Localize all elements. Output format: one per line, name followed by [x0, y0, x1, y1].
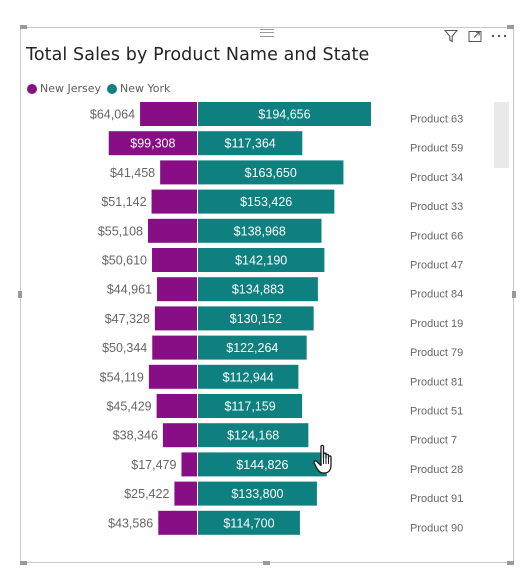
bar-new-jersey-product-19[interactable] — [154, 306, 197, 331]
data-label-new-york-product-34: $163,650 — [245, 166, 297, 180]
resize-handle-bottom-right[interactable] — [507, 561, 514, 565]
data-label-new-jersey-product-19: $47,328 — [105, 312, 150, 326]
data-label-new-jersey-product-91: $25,422 — [124, 487, 169, 501]
data-label-new-york-product-63: $194,656 — [258, 108, 310, 122]
legend-marker-new-jersey — [27, 83, 37, 94]
bar-new-york-product-33[interactable] — [198, 189, 335, 214]
data-label-new-york-product-7: $124,168 — [227, 429, 279, 443]
resize-handle-top-left[interactable] — [20, 25, 27, 29]
bar-new-york-product-90[interactable] — [198, 510, 300, 535]
more-options-icon[interactable] — [490, 28, 508, 44]
legend-marker-new-york — [107, 83, 118, 94]
bar-new-york-product-19[interactable] — [198, 306, 314, 331]
bar-new-york-product-28[interactable] — [198, 452, 327, 477]
bar-new-york-product-66[interactable] — [198, 218, 322, 243]
bar-new-jersey-product-84[interactable] — [157, 277, 197, 302]
chart-title: Total Sales by Product Name and State — [26, 45, 370, 65]
scrollbar-thumb[interactable] — [494, 102, 509, 168]
bar-new-york-product-79[interactable] — [198, 335, 307, 360]
data-label-new-york-product-28: $144,826 — [236, 458, 288, 472]
category-label-product-79: Product 79 — [410, 347, 463, 359]
data-label-new-jersey-product-66: $55,108 — [98, 224, 143, 238]
category-label-product-59: Product 59 — [410, 143, 463, 155]
data-label-new-jersey-product-28: $17,479 — [131, 458, 176, 472]
bar-new-york-product-51[interactable] — [198, 394, 303, 418]
focus-mode-icon[interactable] — [467, 28, 483, 44]
data-label-new-jersey-product-51: $45,429 — [106, 400, 151, 414]
bar-new-york-product-63[interactable] — [198, 102, 371, 126]
data-label-new-york-product-79: $122,264 — [226, 341, 278, 355]
resize-handle-top-right[interactable] — [507, 25, 514, 29]
data-label-new-york-product-33: $153,426 — [240, 195, 292, 209]
category-label-product-63: Product 63 — [410, 114, 463, 126]
bar-new-jersey-product-51[interactable] — [156, 394, 197, 418]
chart-legend: New Jersey New York — [27, 82, 176, 95]
category-label-product-28: Product 28 — [410, 464, 463, 476]
bar-new-york-product-47[interactable] — [198, 248, 325, 272]
category-label-product-91: Product 91 — [410, 493, 463, 505]
bar-new-jersey-product-33[interactable] — [151, 189, 197, 214]
bar-new-jersey-product-7[interactable] — [162, 423, 197, 448]
data-label-new-jersey-product-81: $54,119 — [100, 370, 144, 384]
resize-handle-bottom-left[interactable] — [20, 561, 27, 565]
category-label-product-66: Product 66 — [410, 230, 463, 242]
bar-new-jersey-product-28[interactable] — [181, 452, 197, 477]
bar-new-york-product-59[interactable] — [198, 131, 303, 156]
resize-handle-right[interactable] — [512, 291, 516, 298]
data-label-new-jersey-product-63: $64,064 — [90, 108, 135, 122]
legend-label-new-jersey: New Jersey — [40, 82, 102, 95]
data-label-new-jersey-product-79: $50,344 — [102, 341, 147, 355]
category-label-product-7: Product 7 — [410, 435, 457, 447]
bar-new-jersey-product-34[interactable] — [160, 160, 197, 185]
data-label-new-york-product-90: $114,700 — [223, 516, 274, 530]
bar-new-york-product-81[interactable] — [198, 364, 299, 389]
resize-handle-left[interactable] — [18, 291, 22, 298]
resize-handle-bottom[interactable] — [263, 561, 270, 565]
bar-new-jersey-product-81[interactable] — [148, 364, 197, 389]
category-label-product-51: Product 51 — [410, 406, 463, 418]
bar-new-jersey-product-79[interactable] — [152, 335, 197, 360]
data-label-new-york-product-19: $130,152 — [230, 312, 282, 326]
category-label-product-47: Product 47 — [410, 260, 463, 272]
data-label-new-jersey-product-47: $50,610 — [102, 254, 147, 268]
drag-handle[interactable] — [260, 29, 274, 37]
data-label-new-jersey-product-33: $51,142 — [101, 195, 146, 209]
category-label-product-90: Product 90 — [410, 522, 463, 534]
data-label-new-jersey-product-59: $99,308 — [130, 137, 175, 151]
bar-new-jersey-product-66[interactable] — [148, 218, 197, 243]
category-label-product-84: Product 84 — [410, 289, 463, 301]
data-label-new-jersey-product-34: $41,458 — [110, 166, 155, 180]
bar-new-york-product-34[interactable] — [198, 160, 344, 185]
data-label-new-york-product-81: $112,944 — [223, 370, 274, 384]
data-label-new-york-product-84: $134,883 — [232, 283, 284, 297]
data-label-new-york-product-59: $117,364 — [225, 137, 276, 151]
category-label-product-19: Product 19 — [410, 318, 463, 330]
data-label-new-york-product-51: $117,159 — [224, 400, 275, 414]
bar-new-jersey-product-47[interactable] — [152, 248, 197, 272]
bar-new-jersey-product-90[interactable] — [158, 510, 197, 535]
data-label-new-york-product-91: $133,800 — [231, 487, 283, 501]
hand-pointer-cursor-icon — [313, 444, 341, 482]
bar-new-jersey-product-63[interactable] — [140, 102, 197, 126]
bar-new-york-product-91[interactable] — [198, 481, 317, 506]
legend-label-new-york: New York — [120, 82, 171, 95]
data-label-new-york-product-66: $138,968 — [234, 224, 286, 238]
bar-new-jersey-product-91[interactable] — [174, 481, 197, 506]
data-label-new-jersey-product-7: $38,346 — [113, 429, 158, 443]
bar-new-york-product-84[interactable] — [198, 277, 318, 302]
bar-new-york-product-7[interactable] — [198, 423, 309, 448]
data-label-new-jersey-product-84: $44,961 — [107, 283, 152, 297]
data-label-new-york-product-47: $142,190 — [235, 254, 287, 268]
category-label-product-33: Product 33 — [410, 201, 463, 213]
filter-icon[interactable] — [443, 28, 459, 44]
data-label-new-jersey-product-90: $43,586 — [108, 516, 153, 530]
legend-item-new-jersey[interactable]: New Jersey — [27, 82, 101, 95]
category-label-product-34: Product 34 — [410, 172, 463, 184]
bar-new-jersey-product-59[interactable] — [108, 131, 197, 156]
legend-item-new-york[interactable]: New York — [107, 82, 170, 95]
category-label-product-81: Product 81 — [410, 376, 463, 388]
